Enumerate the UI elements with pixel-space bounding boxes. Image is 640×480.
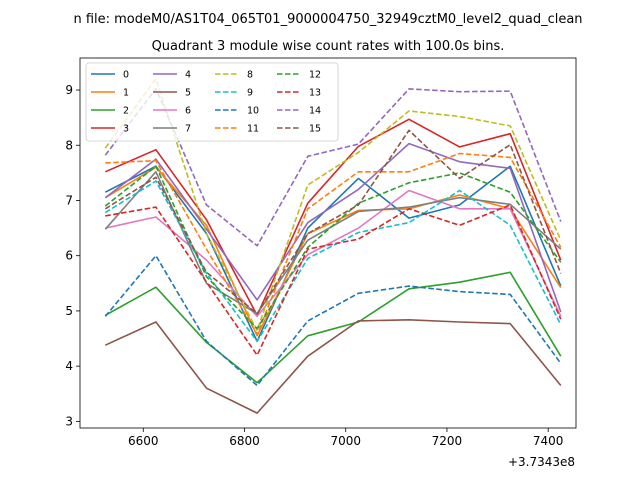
legend-label-5: 5: [185, 88, 191, 99]
series-line-7: [104, 171, 562, 315]
series-line-10: [104, 254, 562, 387]
y-tick-label: 3: [65, 414, 73, 428]
x-tick-label: 6800: [229, 434, 260, 448]
series-line-2: [104, 271, 562, 384]
legend-label-10: 10: [247, 106, 259, 117]
y-tick-label: 4: [65, 359, 73, 373]
legend-label-2: 2: [123, 106, 129, 117]
legend-label-14: 14: [309, 106, 321, 117]
legend-frame: [85, 62, 339, 142]
series-line-8: [104, 78, 562, 332]
legend-label-1: 1: [123, 88, 129, 99]
series-line-4: [104, 142, 562, 313]
legend-label-9: 9: [247, 88, 253, 99]
legend-label-0: 0: [123, 70, 129, 81]
y-tick-label: 6: [65, 249, 73, 263]
series-line-0: [104, 165, 562, 343]
legend-label-13: 13: [309, 88, 321, 99]
plot-area: 6600 6800 7000 7200 740034567890123456789101…: [65, 57, 577, 448]
series-line-9: [104, 180, 562, 343]
x-tick-label: 7400: [533, 434, 564, 448]
series-line-3: [104, 118, 562, 317]
legend-label-12: 12: [309, 70, 321, 81]
y-tick-label: 7: [65, 193, 73, 207]
x-tick-label: 7200: [432, 434, 463, 448]
x-tick-label: 6600: [128, 434, 159, 448]
series-line-15: [104, 129, 562, 315]
legend-label-8: 8: [247, 70, 253, 81]
legend-label-6: 6: [185, 106, 191, 117]
legend-label-3: 3: [123, 124, 129, 135]
y-tick-label: 5: [65, 304, 73, 318]
legend-label-11: 11: [247, 124, 259, 135]
legend-label-4: 4: [185, 70, 191, 81]
series-line-12: [104, 165, 562, 330]
series-line-14: [104, 88, 562, 247]
legend-label-7: 7: [185, 124, 191, 135]
x-offset-label: +3.7343e8: [508, 455, 575, 469]
axes-frame: [79, 57, 577, 429]
legend-label-15: 15: [309, 124, 321, 135]
series-line-1: [104, 166, 562, 337]
y-tick-label: 8: [65, 138, 73, 152]
figure-suptitle: n file: modeM0/AS1T04_065T01_9000004750_…: [73, 12, 582, 27]
chart-title: Quadrant 3 module wise count rates with …: [152, 39, 505, 54]
series-line-13: [105, 204, 562, 356]
y-tick-label: 9: [65, 83, 73, 97]
series-line-5: [104, 318, 562, 414]
series-line-11: [105, 152, 562, 335]
x-tick-label: 7000: [330, 434, 361, 448]
